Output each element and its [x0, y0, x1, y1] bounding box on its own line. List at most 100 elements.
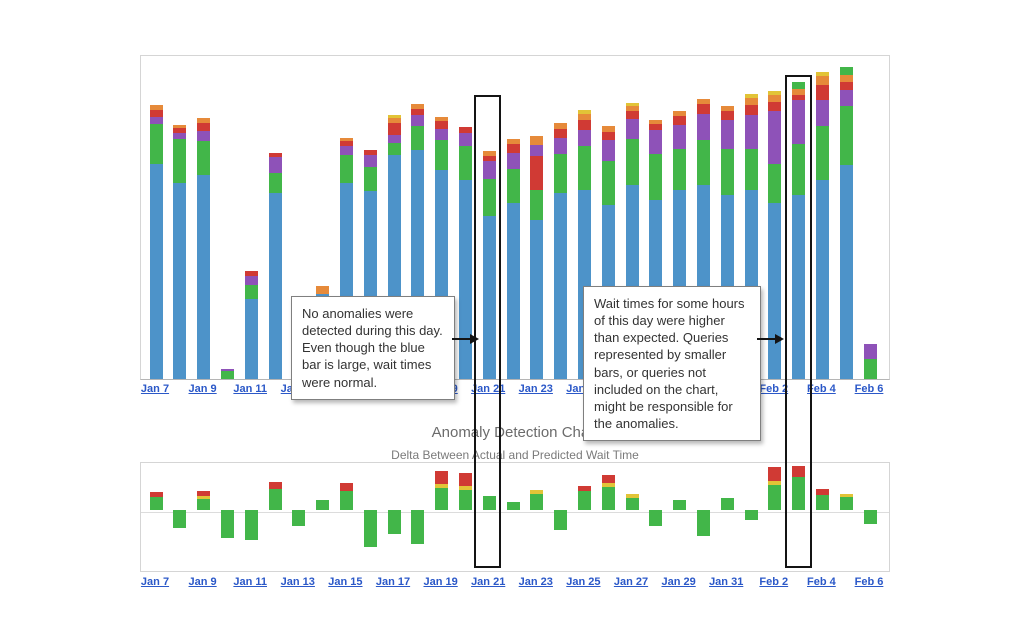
axis-label-jan-9[interactable]: Jan 9: [188, 383, 217, 395]
segment-orange: [696, 99, 710, 104]
axis-label-jan-25[interactable]: Jan 25: [566, 576, 601, 588]
segment-green: [173, 510, 187, 528]
delta-bar-jan-19[interactable]: [435, 463, 449, 571]
axis-label-feb-6[interactable]: Feb 6: [854, 576, 884, 588]
axis-label-jan-23[interactable]: Jan 23: [518, 383, 553, 395]
delta-bar-jan-9[interactable]: [197, 463, 211, 571]
delta-bar-jan-14[interactable]: [316, 463, 330, 571]
segment-green: [268, 489, 282, 510]
axis-label-jan-31[interactable]: Jan 31: [709, 576, 744, 588]
anomaly-chart-subtitle: Delta Between Actual and Predicted Wait …: [391, 448, 639, 462]
axis-label-jan-17[interactable]: Jan 17: [375, 576, 411, 588]
delta-bar-feb-3[interactable]: [792, 463, 806, 571]
segment-blue: [554, 193, 568, 379]
delta-bar-jan-16[interactable]: [363, 463, 377, 571]
segment-blue: [149, 164, 163, 379]
segment-green: [244, 510, 258, 540]
axis-label-jan-13[interactable]: Jan 13: [280, 576, 315, 588]
axis-label-feb-4[interactable]: Feb 4: [807, 576, 836, 588]
segment-red: [839, 82, 853, 90]
segment-green: [673, 149, 687, 190]
stacked-bar-jan-7[interactable]: [149, 56, 163, 379]
delta-bar-jan-27[interactable]: [625, 463, 639, 571]
axis-label-jan-23[interactable]: Jan 23: [518, 576, 553, 588]
segment-blue: [792, 195, 806, 379]
delta-bar-jan-25[interactable]: [577, 463, 591, 571]
axis-label-feb-4[interactable]: Feb 4: [807, 383, 836, 395]
delta-bar-jan-26[interactable]: [601, 463, 615, 571]
segment-green: [149, 124, 163, 164]
delta-bar-jan-29[interactable]: [673, 463, 687, 571]
stacked-bar-jan-23[interactable]: [530, 56, 544, 379]
delta-bar-jan-20[interactable]: [458, 463, 472, 571]
delta-bar-feb-1[interactable]: [744, 463, 758, 571]
segment-yellow: [815, 72, 829, 76]
left-arrowhead-icon: [470, 334, 479, 344]
axis-label-jan-27[interactable]: Jan 27: [613, 576, 649, 588]
delta-bar-jan-7[interactable]: [149, 463, 163, 571]
delta-bar-jan-24[interactable]: [554, 463, 568, 571]
axis-label-jan-15[interactable]: Jan 15: [328, 576, 363, 588]
stacked-bar-feb-3[interactable]: [792, 56, 806, 379]
axis-label-jan-21[interactable]: Jan 21: [471, 383, 506, 395]
stacked-bar-feb-5[interactable]: [839, 56, 853, 379]
delta-bar-jan-12[interactable]: [268, 463, 282, 571]
delta-bar-jan-23[interactable]: [530, 463, 544, 571]
axis-label-jan-9[interactable]: Jan 9: [188, 576, 217, 588]
axis-label-jan-11[interactable]: Jan 11: [233, 576, 268, 588]
segment-green: [863, 510, 877, 524]
stacked-bar-jan-22[interactable]: [506, 56, 520, 379]
delta-bar-jan-18[interactable]: [411, 463, 425, 571]
delta-bar-feb-5[interactable]: [839, 463, 853, 571]
axis-label-jan-29[interactable]: Jan 29: [661, 576, 696, 588]
delta-bar-jan-10[interactable]: [220, 463, 234, 571]
axis-label-jan-7[interactable]: Jan 7: [140, 576, 170, 588]
segment-purple: [411, 115, 425, 126]
axis-label-feb-6[interactable]: Feb 6: [854, 383, 884, 395]
delta-bar-jan-31[interactable]: [720, 463, 734, 571]
segment-blue: [173, 183, 187, 379]
stacked-bar-feb-2[interactable]: [768, 56, 782, 379]
stacked-bar-jan-12[interactable]: [268, 56, 282, 379]
delta-bar-jan-13[interactable]: [292, 463, 306, 571]
axis-label-feb-2[interactable]: Feb 2: [759, 576, 789, 588]
delta-bar-jan-11[interactable]: [244, 463, 258, 571]
annotation-anomalies-detected: Wait times for some hours of this day we…: [583, 286, 761, 442]
delta-bar-feb-2[interactable]: [768, 463, 782, 571]
stacked-bar-jan-24[interactable]: [554, 56, 568, 379]
segment-red: [149, 110, 163, 117]
delta-bar-jan-22[interactable]: [506, 463, 520, 571]
axis-label-jan-19[interactable]: Jan 19: [423, 576, 458, 588]
delta-bar-jan-28[interactable]: [649, 463, 663, 571]
stacked-bar-jan-21[interactable]: [482, 56, 496, 379]
delta-bar-feb-4[interactable]: [815, 463, 829, 571]
axis-label-jan-21[interactable]: Jan 21: [471, 576, 506, 588]
segment-green: [435, 488, 449, 510]
delta-bar-jan-21[interactable]: [482, 463, 496, 571]
highlight-box-feb-3: [785, 75, 812, 568]
axis-label-feb-2[interactable]: Feb 2: [759, 383, 789, 395]
wait-time-stacked-chart: [140, 55, 890, 380]
segment-orange: [744, 98, 758, 105]
stacked-bar-feb-4[interactable]: [815, 56, 829, 379]
delta-bar-jan-30[interactable]: [696, 463, 710, 571]
axis-label-jan-7[interactable]: Jan 7: [140, 383, 170, 395]
segment-yellow: [458, 486, 472, 490]
stacked-bar-jan-11[interactable]: [244, 56, 258, 379]
stacked-bar-jan-10[interactable]: [220, 56, 234, 379]
delta-bar-feb-6[interactable]: [863, 463, 877, 571]
stacked-bar-jan-8[interactable]: [173, 56, 187, 379]
segment-red: [792, 95, 806, 100]
delta-bar-jan-17[interactable]: [387, 463, 401, 571]
right-arrow-icon: [757, 338, 775, 340]
segment-green: [363, 510, 377, 547]
axis-label-jan-11[interactable]: Jan 11: [233, 383, 268, 395]
stacked-bar-feb-6[interactable]: [863, 56, 877, 379]
segment-red: [268, 153, 282, 157]
stacked-bar-jan-20[interactable]: [458, 56, 472, 379]
delta-bar-jan-15[interactable]: [339, 463, 353, 571]
delta-bar-jan-8[interactable]: [173, 463, 187, 571]
segment-green: [482, 179, 496, 216]
annotation-no-anomalies: No anomalies were detected during this d…: [291, 296, 455, 400]
stacked-bar-jan-9[interactable]: [197, 56, 211, 379]
